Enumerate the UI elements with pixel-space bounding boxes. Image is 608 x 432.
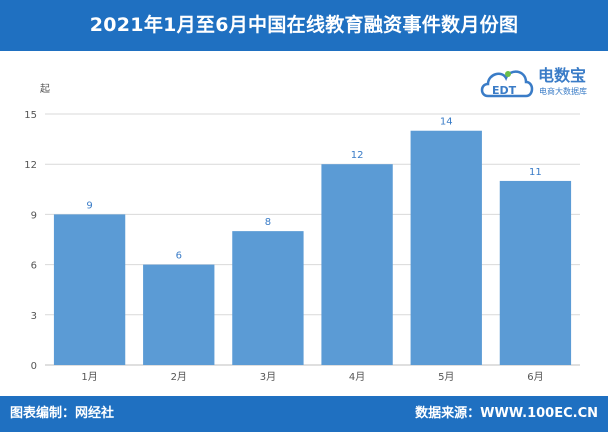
data-label: 12 bbox=[351, 150, 364, 161]
logo: EDT 电数宝 电商大数据库 bbox=[478, 54, 604, 110]
y-tick-label: 0 bbox=[31, 361, 37, 372]
y-axis-label: 起 bbox=[40, 83, 50, 95]
x-tick-label: 5月 bbox=[438, 371, 454, 383]
logo-name: 电数宝 bbox=[538, 66, 587, 85]
x-tick-label: 6月 bbox=[527, 371, 543, 383]
logo-tagline: 电商大数据库 bbox=[539, 87, 587, 96]
cloud-logo-icon: EDT bbox=[480, 70, 534, 98]
bar bbox=[143, 264, 215, 365]
bar bbox=[321, 164, 393, 365]
data-label: 14 bbox=[440, 117, 453, 128]
bar bbox=[410, 130, 482, 365]
data-label: 8 bbox=[265, 217, 271, 228]
data-label: 6 bbox=[176, 251, 182, 262]
y-tick-label: 3 bbox=[31, 311, 37, 322]
grid-layer bbox=[45, 113, 580, 366]
footer-credit: 图表编制：网经社 bbox=[10, 406, 115, 421]
y-tick-label: 6 bbox=[31, 261, 37, 272]
data-label: 9 bbox=[86, 200, 92, 211]
footer-source: 数据来源：WWW.100EC.CN bbox=[415, 406, 598, 421]
data-label: 11 bbox=[529, 167, 542, 178]
bar bbox=[232, 231, 304, 365]
bar-layer bbox=[53, 130, 572, 365]
bar bbox=[53, 214, 126, 365]
bar bbox=[499, 180, 572, 365]
header-bar: 2021年1月至6月中国在线教育融资事件数月份图 bbox=[0, 0, 608, 51]
footer-bar: 图表编制：网经社 数据来源：WWW.100EC.CN bbox=[0, 396, 608, 432]
label-layer: 0 3 6 9 12 15 9 1月 6 2月 8 3月 12 4月 14 5月 11 6月 bbox=[24, 110, 543, 383]
x-tick-label: 1月 bbox=[81, 371, 97, 383]
y-tick-label: 15 bbox=[24, 110, 37, 121]
bar-chart: 0 3 6 9 12 15 9 1月 6 2月 8 3月 12 4月 14 5月 11 6月 起 bbox=[24, 83, 580, 383]
y-tick-label: 9 bbox=[31, 210, 37, 221]
y-tick-label: 12 bbox=[24, 160, 37, 171]
x-tick-label: 3月 bbox=[260, 371, 276, 383]
x-tick-label: 4月 bbox=[349, 371, 365, 383]
chart-title: 2021年1月至6月中国在线教育融资事件数月份图 bbox=[89, 14, 519, 36]
logo-mark-text: EDT bbox=[492, 84, 517, 97]
x-tick-label: 2月 bbox=[171, 371, 187, 383]
